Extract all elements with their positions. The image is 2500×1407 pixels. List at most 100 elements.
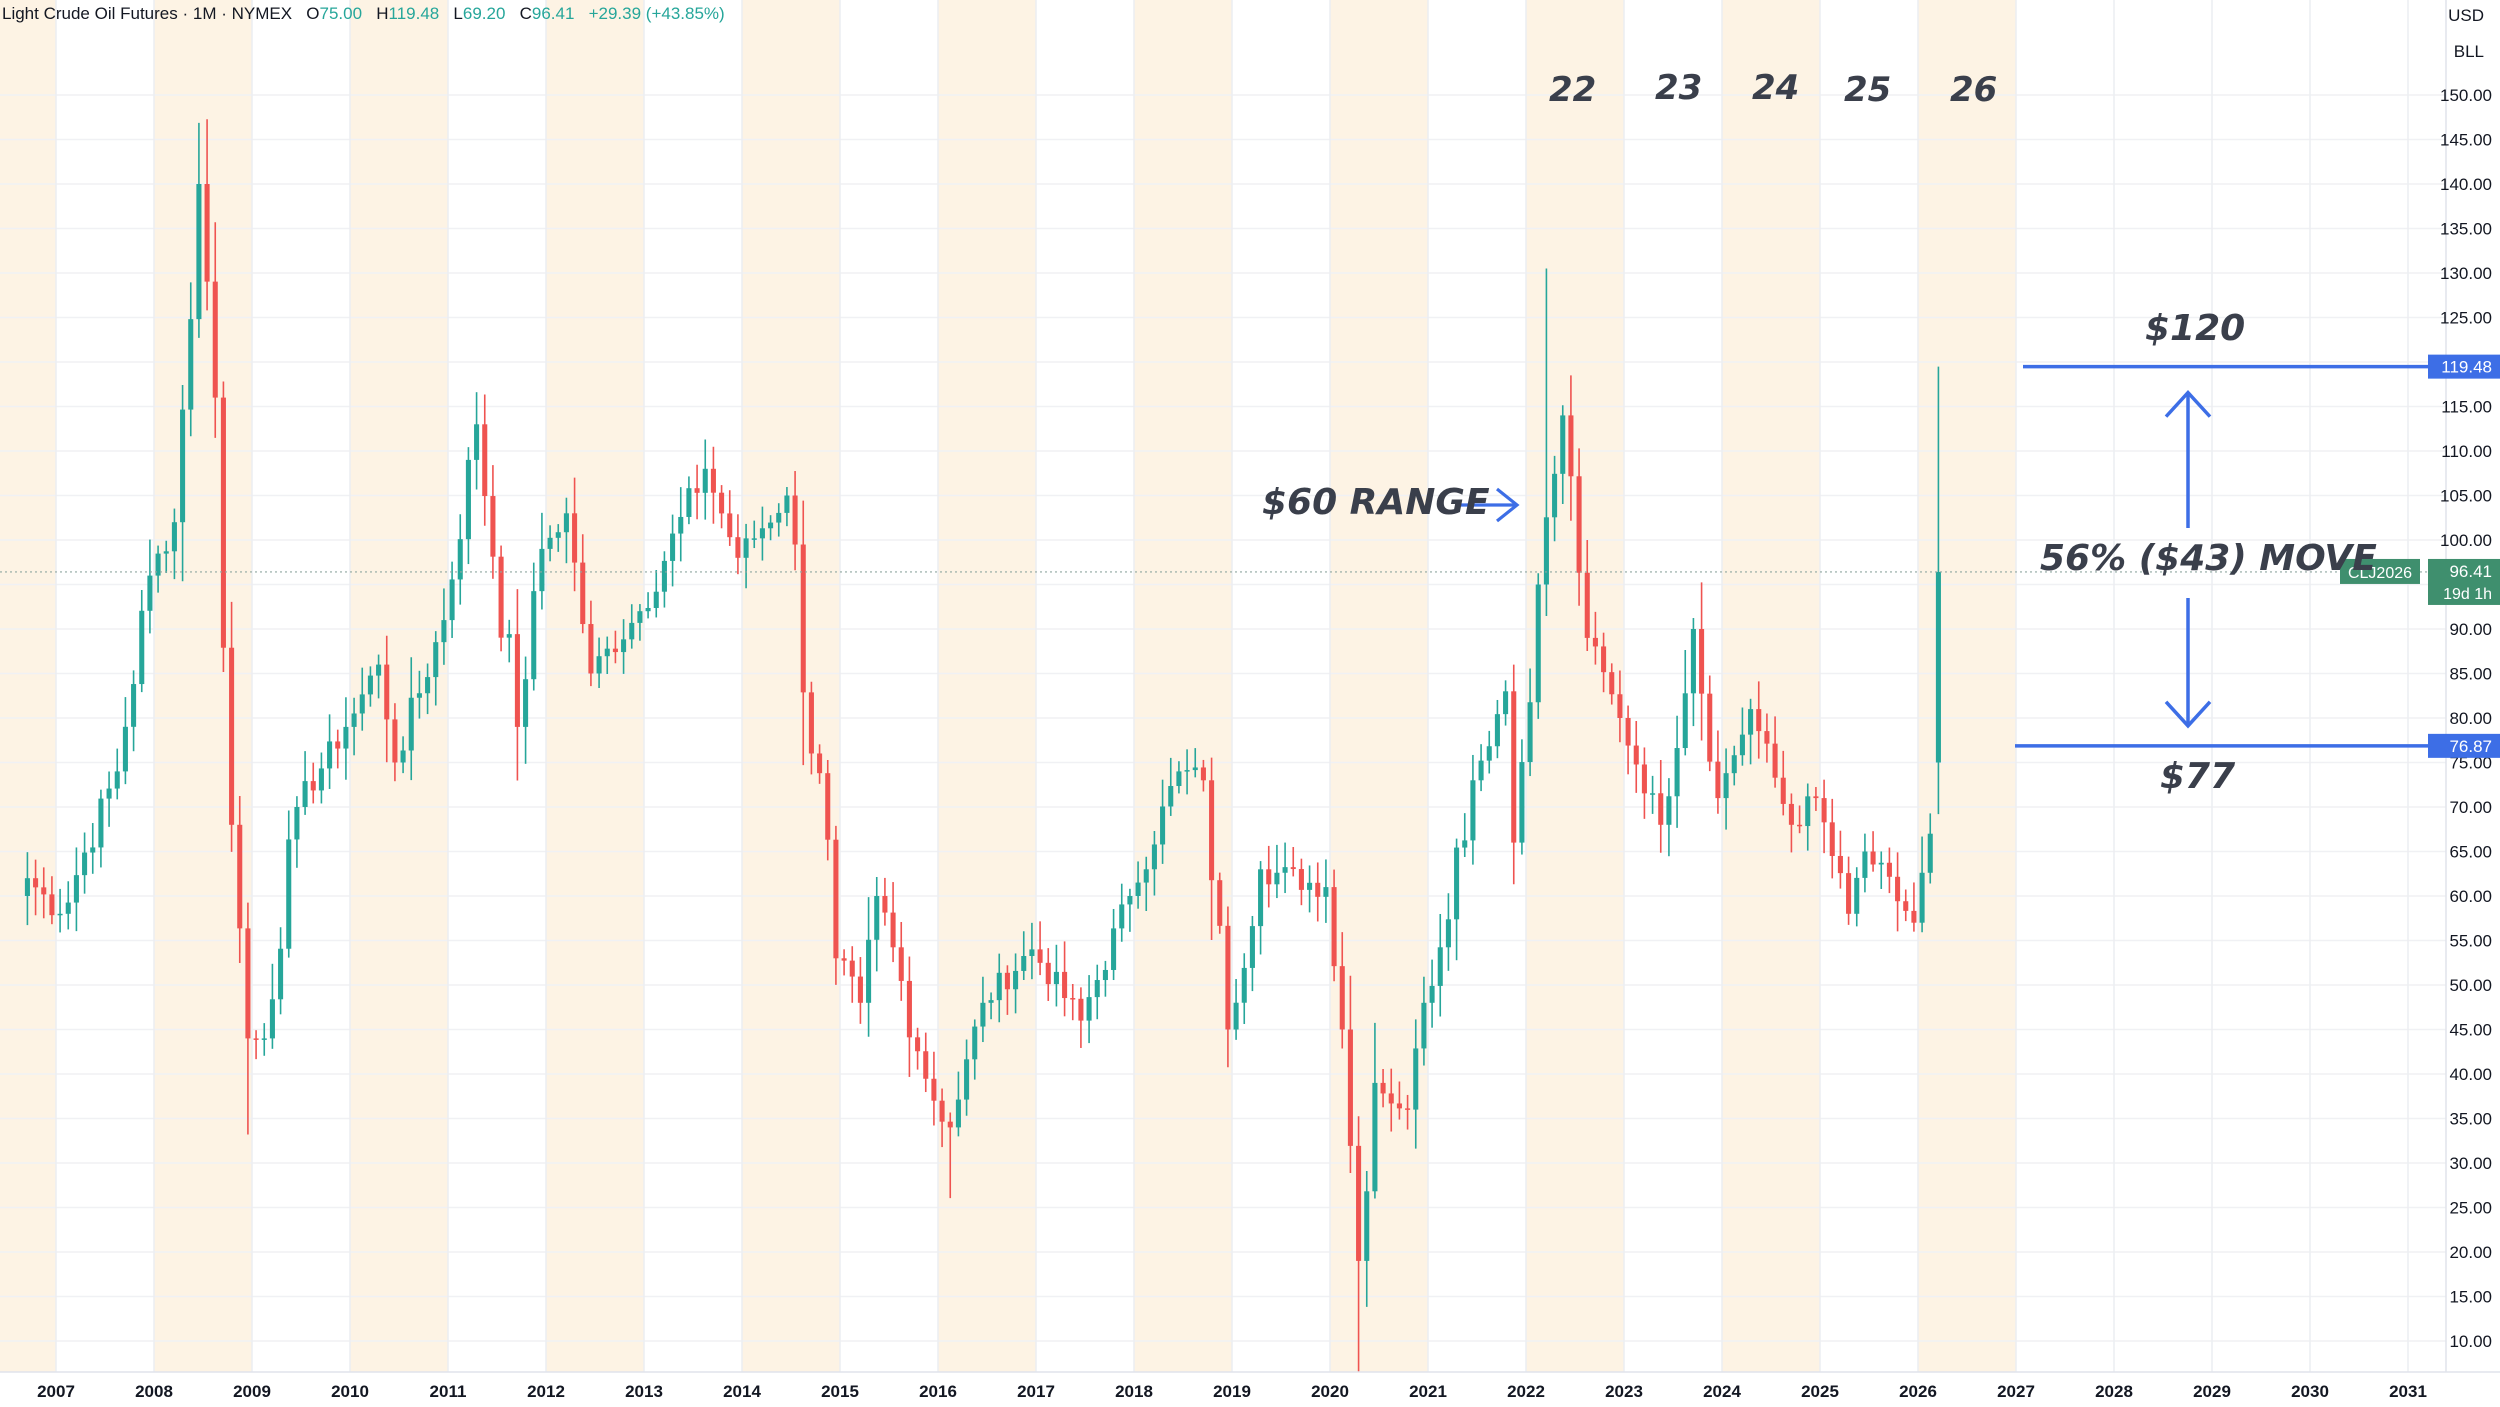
candle-body [1102, 969, 1108, 981]
candle-body [286, 839, 292, 949]
candle-body [498, 556, 504, 638]
time-tick-label: 2022 [1507, 1382, 1545, 1401]
last-price-badge: 96.41 [2449, 562, 2492, 581]
candle-body [392, 719, 398, 763]
candle-body [1650, 793, 1656, 795]
candle-body [163, 551, 169, 554]
candle-body [122, 726, 128, 772]
grid-lines [0, 0, 2446, 1372]
candle-body [457, 539, 463, 580]
candle-body [1870, 851, 1876, 865]
price-tick-label: 15.00 [2449, 1288, 2492, 1307]
symbol-name[interactable]: Light Crude Oil Futures [2, 4, 178, 23]
candle-body [1592, 637, 1598, 647]
candle-body [441, 620, 447, 643]
candlesticks [24, 119, 1941, 1373]
time-tick-label: 2027 [1997, 1382, 2035, 1401]
candle-body [106, 788, 112, 799]
year-annotation-24: 24 [1752, 68, 1800, 108]
candle-body [1731, 755, 1737, 774]
candle-body [670, 533, 676, 561]
candle-body [931, 1078, 937, 1101]
candle-body [735, 537, 741, 558]
candle-body [849, 960, 855, 977]
symbol-badge: CLJ2026 [2348, 565, 2412, 582]
candle-body [1837, 855, 1843, 874]
time-tick-label: 2017 [1017, 1382, 1055, 1401]
year-shading [0, 0, 2016, 1372]
low-value: 69.20 [462, 4, 506, 23]
candle-body [1151, 844, 1157, 870]
interval-label[interactable]: 1M [192, 4, 217, 23]
candle-body [1192, 767, 1198, 771]
price-tick-label: 40.00 [2449, 1065, 2492, 1084]
candle-body [1805, 796, 1811, 827]
candle-body [702, 468, 708, 493]
year-annotation-25: 25 [1844, 70, 1892, 110]
candle-body [1780, 777, 1786, 804]
candle-body [1829, 822, 1835, 856]
time-tick-label: 2020 [1311, 1382, 1349, 1401]
year-annotation-22: 22 [1549, 70, 1597, 110]
time-tick-label: 2007 [37, 1382, 75, 1401]
candle-body [1903, 901, 1909, 911]
time-tick-label: 2021 [1409, 1382, 1447, 1401]
candle-body [1715, 761, 1721, 799]
time-tick-label: 2010 [331, 1382, 369, 1401]
year-shade-band [154, 0, 252, 1372]
price-tick-label: 55.00 [2449, 932, 2492, 951]
candle-body [955, 1099, 961, 1128]
candle-body [1813, 796, 1819, 799]
candle-body [1862, 851, 1868, 878]
candle-body [1127, 896, 1133, 905]
candle-body [318, 768, 324, 791]
candle-body [1396, 1103, 1402, 1109]
candle-body [433, 642, 439, 678]
candle-body [727, 513, 733, 538]
upper-level-annotation: $120 [2145, 308, 2246, 349]
unit-label[interactable]: BLL [2453, 42, 2484, 61]
time-tick-label: 2012 [527, 1382, 565, 1401]
candle-body [1886, 862, 1892, 877]
currency-label[interactable]: USD [2448, 6, 2484, 25]
year-annotation-23: 23 [1655, 68, 1703, 108]
candle-body [1919, 872, 1925, 923]
candle-body [857, 976, 863, 1003]
candle-body [514, 634, 520, 727]
candle-body [1674, 748, 1680, 797]
candle-body [49, 894, 55, 916]
candle-body [972, 1026, 978, 1060]
time-tick-label: 2018 [1115, 1382, 1153, 1401]
candle-body [367, 675, 373, 695]
change-value: +29.39 (+43.85%) [588, 4, 725, 23]
price-tick-label: 85.00 [2449, 665, 2492, 684]
candle-body [1682, 693, 1688, 749]
open-value: 75.00 [319, 4, 363, 23]
candle-body [65, 902, 71, 914]
price-tick-label: 10.00 [2449, 1332, 2492, 1351]
time-tick-label: 2026 [1899, 1382, 1937, 1401]
candle-body [531, 591, 537, 680]
price-tick-label: 20.00 [2449, 1243, 2492, 1262]
candle-body [637, 611, 643, 623]
candle-body [947, 1121, 953, 1128]
candle-body [1437, 947, 1443, 986]
candle-body [694, 488, 700, 493]
candle-body [784, 495, 790, 513]
candle-body [384, 664, 390, 720]
candle-body [800, 544, 806, 693]
candle-body [1699, 629, 1705, 694]
candle-body [743, 538, 749, 558]
candle-body [1503, 691, 1509, 715]
candle-body [988, 1000, 994, 1003]
candle-body [335, 741, 341, 749]
candle-body [1494, 714, 1500, 747]
candle-body [898, 947, 904, 981]
time-tick-label: 2019 [1213, 1382, 1251, 1401]
candle-body [1070, 998, 1076, 1000]
candle-body [253, 1038, 259, 1040]
lower-price-badge-bg [2428, 733, 2500, 758]
candle-body [1405, 1108, 1411, 1110]
candle-body [1086, 997, 1092, 1021]
